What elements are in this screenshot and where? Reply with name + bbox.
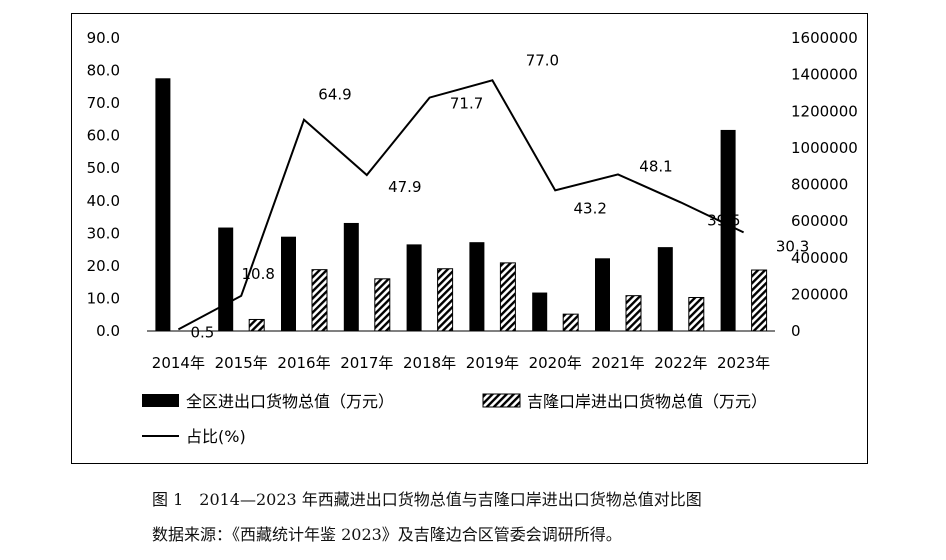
bar-gyirong-trade <box>499 262 516 332</box>
left-axis-tick-label: 80.0 <box>87 62 120 80</box>
share-data-label: 77.0 <box>526 51 559 69</box>
share-data-label: 48.1 <box>639 157 672 175</box>
share-data-label: 30.3 <box>776 237 809 255</box>
share-data-label: 0.5 <box>190 323 214 341</box>
left-axis-tick-label: 90.0 <box>87 29 120 47</box>
right-axis-tick-label: 400000 <box>791 249 848 267</box>
bar-gyirong-trade <box>248 318 265 332</box>
bar-gyirong-trade <box>311 269 328 332</box>
bar-gyirong-trade <box>562 313 579 332</box>
legend-swatch-gyirong <box>482 393 521 408</box>
bar-total-trade <box>155 78 171 331</box>
bar-gyirong-trade <box>374 278 391 332</box>
right-axis-tick-label: 200000 <box>791 285 848 303</box>
combo-chart: 0.010.020.030.040.050.060.070.080.090.0 … <box>87 29 858 446</box>
data-source-note: 数据来源：《西藏统计年鉴 2023》及吉隆边合区管委会调研所得。 <box>152 525 622 544</box>
bar-total-trade <box>218 227 234 331</box>
bar-total-trade <box>343 222 359 331</box>
bar-total-trade <box>720 129 736 331</box>
bar-total-trade <box>281 236 296 331</box>
right-axis-tick-label: 1400000 <box>791 66 858 84</box>
bar-total-trade <box>406 244 422 331</box>
bar-gyirong-trade <box>688 296 705 332</box>
share-data-label: 39.5 <box>707 211 740 229</box>
right-axis-tick-label: 1600000 <box>791 29 858 47</box>
x-axis-category-label: 2017年 <box>340 354 393 372</box>
figure-caption: 图 1 2014—2023 年西藏进出口货物总值与吉隆口岸进出口货物总值对比图 <box>152 490 702 509</box>
right-axis-tick-label: 1000000 <box>791 139 858 157</box>
bar-gyirong-trade <box>625 295 642 332</box>
share-data-label: 47.9 <box>388 178 421 196</box>
bar-total-trade <box>532 292 548 331</box>
bar-total-trade <box>657 247 673 331</box>
legend-label-total: 全区进出口货物总值（万元） <box>186 392 394 411</box>
share-line <box>177 79 745 331</box>
left-axis-tick-label: 0.0 <box>96 322 120 340</box>
bar-gyirong-trade <box>751 269 768 332</box>
x-axis-category-label: 2022年 <box>654 354 707 372</box>
left-axis-tick-label: 30.0 <box>87 224 120 242</box>
share-data-label: 64.9 <box>318 86 351 104</box>
chart-frame: 0.0 10.0 20.0 30.0 40.0 50.0 60.0 70.0 80.0 90.0 … <box>71 13 868 464</box>
right-axis-tick-label: 800000 <box>791 176 848 194</box>
bar-gyirong-trade <box>437 268 454 332</box>
x-axis-category-label: 2021年 <box>591 354 644 372</box>
left-axis-tick-label: 10.0 <box>87 289 120 307</box>
legend-label-share: 占比(%) <box>186 427 246 446</box>
x-axis-category-label: 2018年 <box>403 354 456 372</box>
right-axis-tick-label: 0 <box>791 322 801 340</box>
left-axis-tick-label: 50.0 <box>87 159 120 177</box>
share-data-label: 10.8 <box>241 265 274 283</box>
legend-label-gyirong: 吉隆口岸进出口货物总值（万元） <box>527 392 767 411</box>
x-axis-category-label: 2015年 <box>215 354 268 372</box>
x-axis-category-label: 2023年 <box>717 354 770 372</box>
left-axis-tick-label: 40.0 <box>87 192 120 210</box>
legend-swatch-total <box>142 394 179 407</box>
left-axis-tick-label: 20.0 <box>87 257 120 275</box>
share-data-label: 43.2 <box>573 199 606 217</box>
right-axis-tick-label: 600000 <box>791 212 848 230</box>
bar-total-trade <box>469 242 485 331</box>
x-axis-category-label: 2020年 <box>529 354 582 372</box>
x-axis-category-label: 2016年 <box>277 354 330 372</box>
left-axis-tick-label: 60.0 <box>87 127 120 145</box>
right-axis-tick-label: 1200000 <box>791 102 858 120</box>
left-axis-tick-label: 70.0 <box>87 94 120 112</box>
x-axis-category-label: 2019年 <box>466 354 519 372</box>
bar-total-trade <box>595 258 610 331</box>
share-data-label: 71.7 <box>450 95 483 113</box>
x-axis-category-label: 2014年 <box>152 354 205 372</box>
